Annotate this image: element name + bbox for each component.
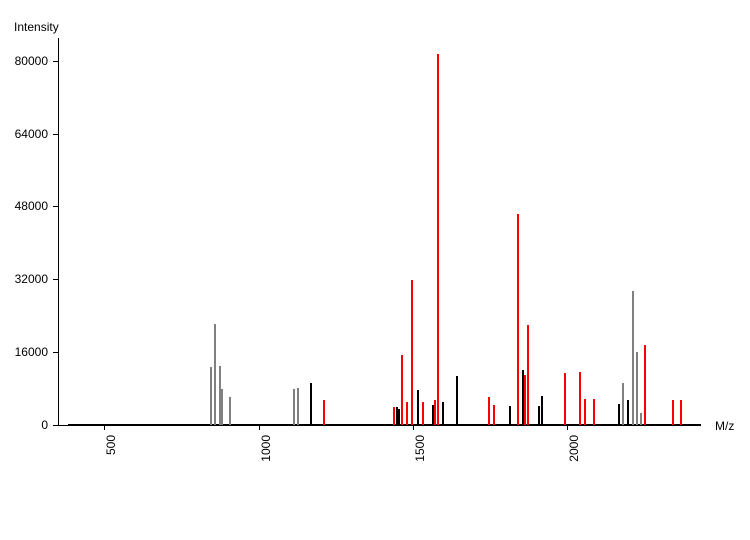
spectrum-peak [538, 406, 540, 425]
spectrum-peak [627, 400, 629, 425]
spectrum-peak [229, 397, 231, 425]
spectrum-peak [680, 400, 682, 425]
spectrum-peak [584, 399, 586, 425]
x-tick [413, 425, 414, 430]
spectrum-peak [618, 404, 620, 425]
spectrum-peak [644, 345, 646, 425]
spectrum-peak [509, 406, 511, 425]
spectrum-peak [297, 388, 299, 425]
spectrum-peak [411, 280, 413, 425]
spectrum-peak [456, 376, 458, 425]
spectrum-peak [434, 400, 436, 425]
y-tick [53, 425, 58, 426]
y-tick-label: 80000 [0, 54, 48, 68]
y-tick [53, 206, 58, 207]
x-tick [104, 425, 105, 430]
spectrum-peak [437, 54, 439, 425]
spectrum-peak [636, 352, 638, 425]
y-tick-label: 16000 [0, 345, 48, 359]
spectrum-peak [564, 373, 566, 425]
spectrum-peak [442, 402, 444, 425]
y-tick [53, 61, 58, 62]
plot-area [58, 38, 701, 426]
x-tick [567, 425, 568, 430]
spectrum-peak [524, 375, 526, 425]
spectrum-peak [672, 400, 674, 425]
spectrum-peak [310, 383, 312, 425]
spectrum-peak [210, 367, 212, 425]
spectrum-peak [398, 409, 400, 425]
spectrum-peak [493, 405, 495, 425]
spectrum-peak [527, 325, 529, 425]
x-tick-label: 500 [104, 435, 118, 475]
spectrum-peak [401, 355, 403, 425]
spectrum-peak [541, 396, 543, 425]
y-axis-title: Intensity [14, 20, 59, 34]
spectrum-peak [393, 407, 395, 425]
spectrum-peak [293, 389, 295, 425]
spectrum-peak [640, 413, 642, 425]
y-tick-label: 64000 [0, 127, 48, 141]
spectrum-peak [632, 291, 634, 425]
spectrum-peak [214, 324, 216, 425]
x-tick-label: 1500 [413, 435, 427, 475]
spectrum-peak [579, 372, 581, 425]
y-tick-label: 32000 [0, 272, 48, 286]
spectrum-peak [593, 399, 595, 425]
spectrum-peak [221, 389, 223, 425]
y-tick-label: 0 [0, 418, 48, 432]
x-tick [259, 425, 260, 430]
spectrum-peak [417, 390, 419, 425]
y-tick-label: 48000 [0, 199, 48, 213]
x-tick-label: 1000 [259, 435, 273, 475]
x-axis-title: M/z [715, 419, 734, 433]
spectrum-peak [406, 402, 408, 425]
mass-spectrum-chart: Intensity M/z 0 16000 32000 48000 64000 80000… [0, 0, 750, 540]
spectrum-peak [488, 397, 490, 425]
x-tick-label: 2000 [567, 435, 581, 475]
y-tick [53, 279, 58, 280]
spectrum-peak [622, 383, 624, 425]
baseline [68, 424, 701, 425]
y-tick [53, 134, 58, 135]
spectrum-peak [422, 402, 424, 425]
y-tick [53, 352, 58, 353]
spectrum-peak [517, 214, 519, 425]
spectrum-peak [323, 400, 325, 425]
